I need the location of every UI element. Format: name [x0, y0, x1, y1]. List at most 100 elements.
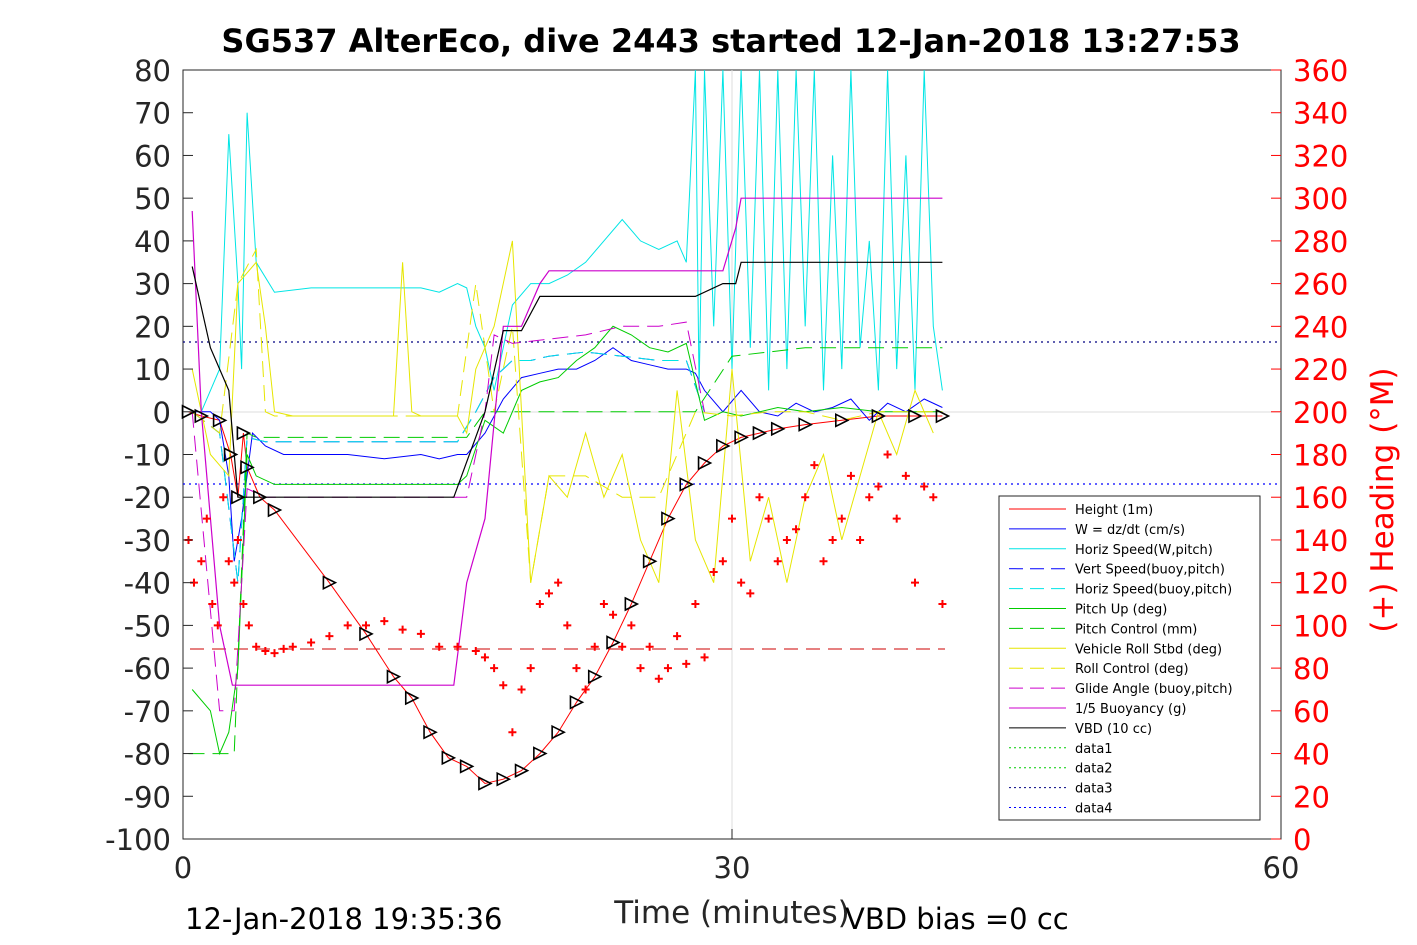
heading-point	[202, 514, 211, 523]
heading-point	[782, 535, 791, 544]
y-tick-label: -50	[124, 609, 171, 643]
heading-point	[709, 567, 718, 576]
height-marker	[935, 408, 951, 424]
height-marker	[624, 596, 640, 612]
heading-point	[398, 625, 407, 634]
heading-point	[682, 659, 691, 668]
heading-point	[636, 664, 645, 673]
y-tick-label: 70	[134, 97, 171, 131]
x-tick-label: 0	[174, 851, 192, 885]
height-marker	[752, 425, 768, 441]
heading-point	[545, 589, 553, 598]
height-marker	[551, 724, 566, 740]
heading-point	[755, 493, 764, 502]
y-tick-label: 50	[134, 182, 171, 216]
y-right-tick-label: 160	[1293, 481, 1348, 515]
heading-point	[197, 557, 206, 566]
legend-label: Horiz Speed(buoy,pitch)	[1075, 583, 1232, 598]
heading-point	[764, 514, 773, 523]
height-marker	[478, 776, 493, 791]
heading-point	[892, 514, 901, 523]
height-marker	[642, 554, 658, 569]
heading-point	[307, 638, 316, 647]
height-marker	[514, 763, 530, 778]
heading-point	[846, 471, 855, 480]
y-right-tick-label: 320	[1293, 139, 1348, 173]
y-tick-layer: 80 70 60 50 40 30 20 10 0 -10 -20 -30 -40 -50 -60 -70 -8…	[105, 54, 193, 857]
heading-point	[883, 450, 892, 459]
y-tick-label: 0	[153, 396, 171, 430]
height-marker	[231, 489, 246, 505]
heading-point	[728, 514, 736, 523]
heading-point	[270, 649, 279, 658]
height-marker	[404, 690, 420, 706]
legend-label: Height (1m)	[1075, 503, 1153, 518]
legend-label: data2	[1075, 762, 1113, 777]
y-tick-label: -40	[124, 567, 171, 601]
heading-point	[480, 653, 489, 662]
y-tick-label: -10	[124, 439, 171, 473]
y-right-tick-label: 200	[1293, 396, 1348, 430]
x-tick-label: 30	[714, 851, 751, 885]
series-height	[188, 411, 943, 785]
height-marker	[798, 417, 813, 432]
series-vbd	[191, 261, 943, 498]
x-tick-layer: 0 30 60	[174, 829, 1299, 885]
heading-point	[581, 685, 590, 694]
heading-point	[746, 589, 755, 598]
height-marker	[606, 635, 621, 650]
heading-point	[901, 471, 910, 480]
heading-point	[663, 664, 672, 673]
heading-point	[325, 632, 334, 641]
height-marker	[423, 724, 438, 740]
heading-point	[362, 621, 370, 630]
heading-point	[654, 674, 663, 683]
y-right-tick-label: 20	[1293, 780, 1330, 814]
height-marker	[223, 447, 239, 462]
heading-point	[279, 644, 288, 653]
y-right-tick-layer: 3603403203002802602402202001801601401201…	[1271, 54, 1348, 857]
footer-timestamp: 12-Jan-2018 19:35:36	[185, 902, 502, 936]
heading-point	[856, 535, 865, 544]
legend-label: Horiz Speed(W,pitch)	[1075, 543, 1213, 558]
height-marker	[716, 438, 731, 454]
heading-point	[499, 681, 508, 690]
heading-point	[244, 621, 253, 630]
height-marker	[386, 669, 402, 684]
legend-label: data3	[1075, 782, 1113, 797]
heading-point	[792, 525, 801, 534]
legend-label: W = dz/dt (cm/s)	[1075, 523, 1185, 538]
height-marker	[908, 408, 923, 424]
y-right-tick-label: 240	[1293, 310, 1348, 344]
heading-point	[508, 728, 517, 737]
heading-point	[718, 557, 727, 566]
y-right-tick-label: 0	[1293, 823, 1311, 857]
y-right-tick-label: 60	[1293, 695, 1330, 729]
y-tick-label: 10	[134, 353, 171, 387]
y-tick-label: 80	[134, 54, 171, 88]
legend-label: data4	[1075, 802, 1113, 817]
y-right-tick-label: 40	[1293, 738, 1330, 772]
heading-point	[453, 642, 462, 651]
legend-box	[998, 495, 1261, 821]
heading-point	[535, 600, 544, 609]
heading-point	[261, 647, 270, 656]
series-glide-angle	[191, 321, 705, 712]
heading-point	[224, 557, 233, 566]
heading-point	[526, 664, 535, 673]
y-tick-label: -80	[124, 738, 171, 772]
marker-layer	[181, 404, 951, 791]
heading-point	[911, 578, 919, 587]
height-marker	[459, 759, 475, 774]
y-tick-label: -70	[124, 695, 171, 729]
y-right-tick-label: 180	[1293, 439, 1348, 473]
heading-point	[627, 621, 636, 630]
series-horiz-speed-buoy	[191, 351, 705, 583]
height-marker	[240, 460, 255, 475]
y-tick-label: 20	[134, 310, 171, 344]
heading-point	[517, 685, 526, 694]
heading-point	[233, 535, 242, 544]
height-marker	[835, 413, 850, 428]
heading-point	[691, 600, 700, 609]
